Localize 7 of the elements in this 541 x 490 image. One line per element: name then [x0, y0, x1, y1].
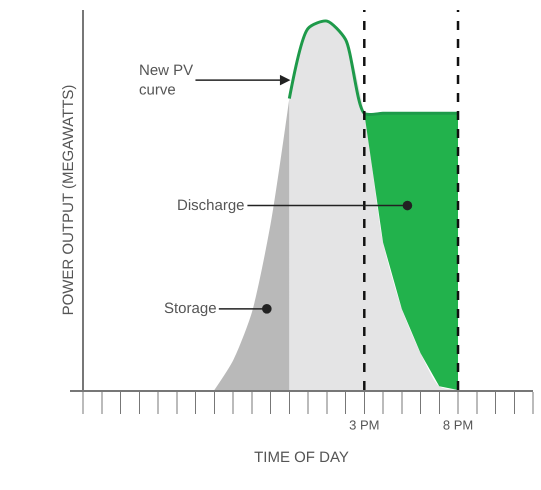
annotation: Storage	[164, 300, 217, 317]
annotation: New PV curve	[139, 62, 194, 98]
x-tick-label: 8 PM	[442, 417, 474, 432]
x-axis-title: TIME OF DAY	[254, 448, 349, 466]
x-tick-label: 3 PM	[349, 417, 380, 432]
y-axis-title: POWER OUTPUT (MEGAWATTS)	[60, 84, 78, 316]
annotation: Discharge	[177, 197, 245, 214]
